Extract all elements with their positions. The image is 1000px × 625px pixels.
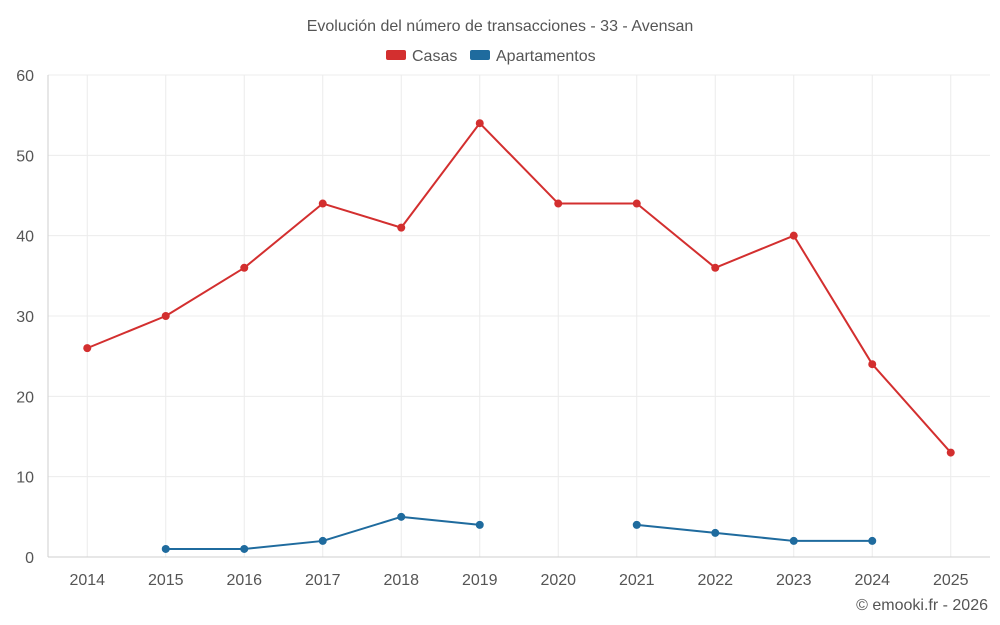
chart-title: Evolución del número de transacciones - … — [307, 18, 694, 35]
x-tick-label: 2023 — [776, 572, 812, 589]
data-point-apartamentos-2016[interactable] — [240, 544, 249, 553]
legend-item-apartamentos[interactable]: Apartamentos — [470, 48, 596, 65]
x-tick-label: 2018 — [383, 572, 419, 589]
data-point-apartamentos-2017[interactable] — [318, 536, 327, 545]
x-tick-label: 2024 — [854, 572, 890, 589]
legend-swatch-apartamentos — [470, 50, 490, 60]
y-tick-label: 10 — [16, 470, 34, 487]
credit-text: © emooki.fr - 2026 — [856, 597, 988, 614]
data-point-apartamentos-2021[interactable] — [632, 520, 641, 529]
data-point-apartamentos-2018[interactable] — [397, 512, 406, 521]
legend-item-casas[interactable]: Casas — [386, 48, 457, 65]
axes: 0 10 20 30 40 50 60 2014 2015 2016 2017 2018 2019 202… — [16, 68, 990, 589]
x-tick-label: 2014 — [69, 572, 105, 589]
series-casas — [83, 119, 955, 457]
data-point-apartamentos-2015[interactable] — [161, 544, 170, 553]
series-line-apartamentos — [636, 523, 873, 542]
data-point-casas-2019[interactable] — [475, 119, 484, 128]
legend-swatch-casas — [386, 50, 406, 60]
y-tick-label: 20 — [16, 389, 34, 406]
data-point-casas-2018[interactable] — [397, 223, 406, 232]
y-tick-label: 50 — [16, 148, 34, 165]
y-tick-label: 60 — [16, 68, 34, 85]
legend: Casas Apartamentos — [386, 48, 596, 65]
series-apartamentos — [161, 512, 877, 553]
series-layer — [83, 119, 955, 553]
data-point-casas-2016[interactable] — [240, 263, 249, 272]
y-tick-label: 40 — [16, 229, 34, 246]
data-point-casas-2020[interactable] — [554, 199, 563, 208]
series-line-casas — [86, 122, 952, 454]
x-tick-label: 2016 — [226, 572, 262, 589]
x-tick-label: 2022 — [697, 572, 733, 589]
data-point-casas-2023[interactable] — [789, 231, 798, 240]
y-tick-label: 0 — [25, 550, 34, 567]
data-point-casas-2021[interactable] — [632, 199, 641, 208]
legend-label-casas: Casas — [412, 48, 457, 65]
x-tick-label: 2017 — [305, 572, 341, 589]
x-tick-label: 2015 — [148, 572, 184, 589]
y-tick-label: 30 — [16, 309, 34, 326]
data-point-apartamentos-2023[interactable] — [789, 536, 798, 545]
data-point-apartamentos-2024[interactable] — [868, 536, 877, 545]
data-point-casas-2022[interactable] — [711, 263, 720, 272]
data-point-casas-2015[interactable] — [161, 312, 170, 320]
data-point-casas-2024[interactable] — [868, 360, 877, 369]
x-tick-label: 2021 — [619, 572, 655, 589]
x-tick-label: 2019 — [462, 572, 498, 589]
data-point-casas-2014[interactable] — [83, 344, 92, 353]
x-tick-label: 2020 — [540, 572, 576, 589]
data-point-casas-2017[interactable] — [318, 199, 327, 208]
legend-label-apartamentos: Apartamentos — [496, 48, 596, 65]
data-point-apartamentos-2019[interactable] — [475, 520, 484, 529]
data-point-apartamentos-2022[interactable] — [711, 528, 720, 537]
data-point-casas-2025[interactable] — [946, 448, 955, 457]
grid — [48, 74, 990, 557]
x-tick-label: 2025 — [933, 572, 969, 589]
